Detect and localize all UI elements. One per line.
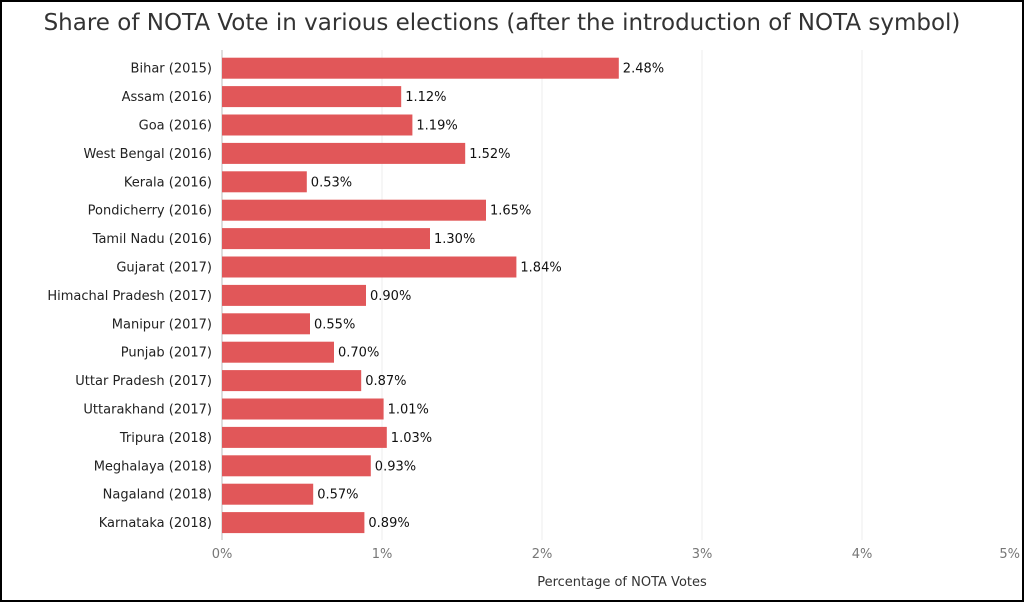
value-label: 1.03%: [391, 431, 432, 446]
value-label: 1.19%: [416, 119, 457, 134]
category-label: Bihar (2015): [131, 62, 212, 77]
x-tick-label: 2%: [532, 547, 553, 562]
x-tick-label: 4%: [852, 547, 873, 562]
category-label: Uttar Pradesh (2017): [75, 374, 212, 389]
value-label: 0.57%: [317, 488, 358, 503]
bar: [222, 256, 517, 278]
category-label: Karnataka (2018): [99, 516, 212, 531]
category-label: Tripura (2018): [119, 431, 212, 446]
category-label: Nagaland (2018): [103, 488, 212, 503]
bar: [222, 57, 619, 79]
bar: [222, 114, 413, 136]
category-label: Meghalaya (2018): [94, 459, 212, 474]
value-label: 1.84%: [520, 261, 561, 276]
bar: [222, 512, 365, 534]
value-label: 1.12%: [405, 90, 446, 105]
value-label: 0.53%: [311, 175, 352, 190]
x-tick-label: 0%: [212, 547, 233, 562]
value-label: 1.01%: [388, 403, 429, 418]
value-label: 0.70%: [338, 346, 379, 361]
chart-title: Share of NOTA Vote in various elections …: [43, 10, 961, 36]
value-label: 0.93%: [375, 459, 416, 474]
category-label: West Bengal (2016): [84, 147, 212, 162]
category-label: Punjab (2017): [121, 346, 212, 361]
bar: [222, 341, 334, 363]
value-label: 1.52%: [469, 147, 510, 162]
category-label: Manipur (2017): [112, 317, 212, 332]
bar: [222, 426, 387, 448]
value-label: 0.87%: [365, 374, 406, 389]
bar: [222, 370, 362, 392]
value-label: 0.90%: [370, 289, 411, 304]
x-tick-label: 3%: [692, 547, 713, 562]
category-label: Goa (2016): [139, 119, 212, 134]
bar: [222, 455, 371, 477]
value-label: 1.30%: [434, 232, 475, 247]
category-label: Himachal Pradesh (2017): [47, 289, 212, 304]
bar: [222, 86, 402, 108]
x-tick-label: 1%: [372, 547, 393, 562]
bar: [222, 398, 384, 420]
bar: [222, 171, 307, 193]
category-label: Gujarat (2017): [116, 261, 212, 276]
bar: [222, 313, 310, 335]
bar: [222, 483, 314, 505]
category-label: Uttarakhand (2017): [83, 403, 212, 418]
value-label: 1.65%: [490, 204, 531, 219]
category-label: Assam (2016): [122, 90, 212, 105]
bar: [222, 228, 430, 250]
bar: [222, 142, 466, 164]
value-label: 0.89%: [368, 516, 409, 531]
category-label: Kerala (2016): [124, 175, 212, 190]
category-label: Pondicherry (2016): [88, 204, 212, 219]
x-tick-label: 5%: [999, 547, 1020, 562]
bar: [222, 284, 366, 306]
x-axis-title: Percentage of NOTA Votes: [537, 575, 707, 590]
value-label: 0.55%: [314, 317, 355, 332]
bar: [222, 199, 486, 221]
category-label: Tamil Nadu (2016): [92, 232, 212, 247]
value-label: 2.48%: [623, 62, 664, 77]
